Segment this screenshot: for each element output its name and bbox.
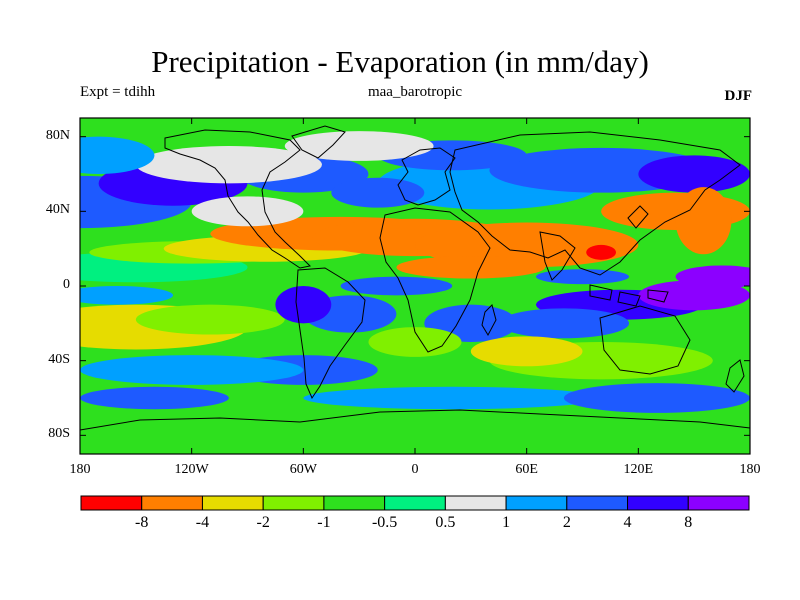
field-region [80,286,174,305]
field-region [80,136,155,174]
field-region [340,276,453,296]
field-region [275,286,332,324]
legend-label: 4 [623,514,632,531]
legend-label: 0.5 [435,514,456,531]
legend-label: -1 [317,514,331,531]
field-region [563,383,750,413]
longitude-tick-label: 60W [289,462,317,477]
field-region [470,336,583,367]
field-region [586,244,616,260]
longitude-tick-label: 120E [623,462,654,477]
field-region [675,265,750,288]
latitude-tick-label: 80N [45,127,70,143]
experiment-label: Expt = tdihh [80,84,156,100]
field-region [638,155,750,193]
season-label: DJF [724,88,753,104]
legend-swatch [687,495,750,511]
legend-swatch [384,495,446,511]
field-region [535,269,630,285]
longitude-tick-label: 180 [69,462,91,477]
legend-label: -0.5 [371,514,398,531]
legend-swatch [627,495,689,511]
latitude-tick-label: 40S [48,351,70,367]
legend-swatch [201,495,264,511]
axis-ticks [79,118,751,454]
field-region [135,304,285,335]
legend-label: -2 [256,514,270,531]
coastlines [80,125,750,431]
legend-swatch [323,495,386,511]
field-region [135,146,322,184]
legend-swatch [80,495,143,511]
field-region [331,177,425,208]
latitude-tick-label: 0 [63,277,70,292]
legend-swatch [262,495,325,511]
legend-swatch [505,495,568,511]
legend-label: -8 [135,514,149,531]
longitude-tick-label: 60E [515,462,538,477]
field-layer [80,131,750,413]
longitude-tick-label: 120W [174,462,209,477]
legend-label: 1 [502,514,511,531]
field-region [80,355,304,385]
legend-swatch [444,495,507,511]
field-region [303,386,602,410]
color-legend [80,495,750,511]
field-region [498,308,630,339]
field-region [284,131,434,161]
latitude-tick-label: 80S [48,426,70,442]
field-region [638,280,750,311]
legend-label: -4 [195,514,210,531]
latitude-tick-label: 40N [45,202,70,218]
legend-label: 2 [562,514,571,531]
field-region [191,196,304,227]
field-region [415,222,639,268]
chart-title: Precipitation - Evaporation (in mm/day) [151,44,649,79]
longitude-tick-label: 0 [411,462,419,477]
field-region [368,327,462,357]
legend-label: 8 [684,514,693,531]
legend-swatch [141,495,203,511]
field-region [80,386,229,410]
field-region [675,187,732,255]
run-label: maa_barotropic [367,84,463,100]
legend-swatch [566,495,629,511]
longitude-tick-label: 180 [739,462,761,477]
field-region [396,256,546,279]
